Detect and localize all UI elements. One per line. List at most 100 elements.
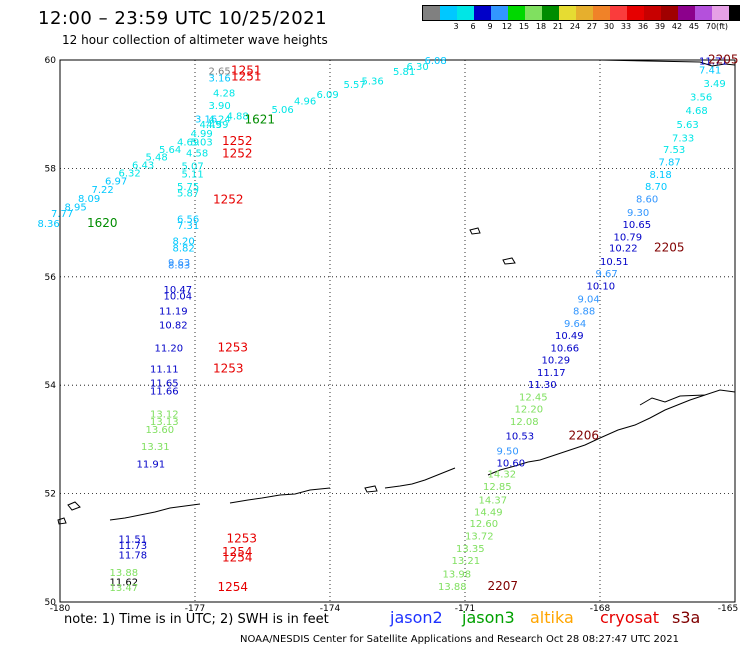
wave-height-value: 11.20 <box>155 344 184 355</box>
wave-height-value: 8.82 <box>173 243 195 254</box>
latitude-label: 56 <box>45 273 57 283</box>
wave-height-value: 7.22 <box>92 185 114 196</box>
track-time-label: 1620 <box>87 216 118 230</box>
satellite-legend-s3a: s3a <box>672 608 701 627</box>
wave-height-value: 5.07 <box>182 161 204 172</box>
longitude-label: -180 <box>50 604 71 614</box>
wave-height-value: 11.78 <box>119 551 148 562</box>
wave-height-value: 13.12 <box>150 410 179 421</box>
wave-height-value: 4.99 <box>191 129 213 140</box>
wave-height-value: 8.09 <box>78 194 100 205</box>
satellite-legend-jason3: jason3 <box>462 608 515 627</box>
color-tick-label: 18 <box>535 22 547 31</box>
track-time-label: 1251 <box>231 70 262 84</box>
color-swatch <box>678 6 695 20</box>
pribilof-1 <box>469 227 481 235</box>
wave-height-value: 13.35 <box>456 544 485 555</box>
track-time-label: 2206 <box>569 428 600 442</box>
wave-height-value: 8.36 <box>38 219 60 230</box>
aleutian-central <box>384 467 456 489</box>
color-tick-label: 15 <box>518 22 530 31</box>
wave-height-value: 14.32 <box>488 469 517 480</box>
wave-height-value: 7.41 <box>699 66 721 77</box>
island-central-1 <box>364 485 378 493</box>
wave-height-value: 9.63 <box>168 258 190 269</box>
wave-height-value: 13.88 <box>438 582 467 593</box>
longitude-label: -177 <box>185 604 205 614</box>
island-west-1 <box>67 501 81 511</box>
wave-height-value: 5.57 <box>344 80 366 91</box>
color-swatch <box>576 6 593 20</box>
wave-height-value: 13.21 <box>452 556 481 567</box>
wave-height-value: 10.60 <box>497 459 526 470</box>
aleutian-west-1 <box>229 487 331 504</box>
wave-height-value: 3.49 <box>704 79 726 90</box>
wave-height-value: 11.17 <box>537 368 566 379</box>
color-swatch <box>661 6 678 20</box>
wave-height-values: 2.653.164.283.903.164.244.884.494.594.99… <box>38 56 728 594</box>
color-swatch <box>712 6 729 20</box>
wave-height-value: 4.58 <box>186 148 208 159</box>
wave-height-value: 7.31 <box>177 221 199 232</box>
track-time-label: 1621 <box>245 112 276 126</box>
color-swatch <box>695 6 712 20</box>
track-time-label: 1253 <box>218 341 249 355</box>
alaska-coast-north <box>599 59 736 67</box>
wave-height-value: 14.49 <box>474 507 503 518</box>
wave-height-value: 5.11 <box>182 170 204 181</box>
wave-height-value: 10.53 <box>506 431 535 442</box>
latitude-label: 58 <box>45 164 57 174</box>
wave-height-value: 11.51 <box>119 534 148 545</box>
longitude-label: -174 <box>320 604 341 614</box>
wave-height-value: 10.82 <box>159 320 188 331</box>
color-tick-label: 6 <box>470 22 476 31</box>
track-time-label: 1254 <box>218 580 249 594</box>
wave-height-value: 10.66 <box>551 344 580 355</box>
color-tick-label: 45 <box>688 22 700 31</box>
wave-height-value: 10.79 <box>614 232 643 243</box>
color-swatch <box>644 6 661 20</box>
color-tick-label: 33 <box>620 22 632 31</box>
wave-height-value: 4.96 <box>294 96 316 107</box>
wave-height-value: 13.13 <box>150 417 179 428</box>
color-swatch <box>729 6 740 20</box>
color-tick-label: 3 <box>453 22 459 31</box>
color-swatch <box>627 6 644 20</box>
track-time-label: 1254 <box>222 550 253 564</box>
color-tick-label: 42 <box>671 22 683 31</box>
wave-height-value: 9.64 <box>564 319 586 330</box>
wave-height-value: 3.16 <box>209 74 231 85</box>
wave-height-value: 13.47 <box>110 583 139 594</box>
color-swatch <box>559 6 576 20</box>
wave-height-value: 8.95 <box>65 203 87 214</box>
track-time-label: 1254 <box>222 545 253 559</box>
wave-height-value: 4.69 <box>177 138 199 149</box>
wave-height-value: 4.68 <box>686 106 708 117</box>
wave-height-value: 11.11 <box>150 365 179 376</box>
wave-height-value: 12.08 <box>510 417 539 428</box>
wave-height-value: 3.16 <box>195 114 217 125</box>
color-swatch <box>610 6 627 20</box>
wave-height-value: 6.43 <box>132 160 154 171</box>
color-tick-label: 24 <box>569 22 581 31</box>
color-swatch <box>440 6 457 20</box>
wave-height-value: 4.24 <box>209 114 231 125</box>
wave-height-value: 6.08 <box>425 56 447 67</box>
wave-height-value: 7.53 <box>663 145 685 156</box>
track-time-label: 2205 <box>708 52 739 66</box>
track-time-labels: 1251125116211252125212521620220512531253… <box>87 52 739 594</box>
wave-height-value: 10.10 <box>587 281 616 292</box>
wave-height-value: 12.20 <box>515 404 544 415</box>
wave-height-value: 11.91 <box>137 460 166 471</box>
wave-height-value: 11.71 <box>699 56 728 67</box>
wave-height-value: 11.73 <box>119 541 148 552</box>
color-tick-label: 36 <box>637 22 649 31</box>
landmass-outlines <box>57 59 736 525</box>
track-time-label: 2205 <box>654 240 685 254</box>
wave-height-value: 5.64 <box>159 145 181 156</box>
wave-height-value: 4.28 <box>213 88 235 99</box>
aleutian-east-2 <box>639 389 736 406</box>
wave-height-value: 4.59 <box>206 120 228 131</box>
track-time-label: 1252 <box>222 147 253 161</box>
